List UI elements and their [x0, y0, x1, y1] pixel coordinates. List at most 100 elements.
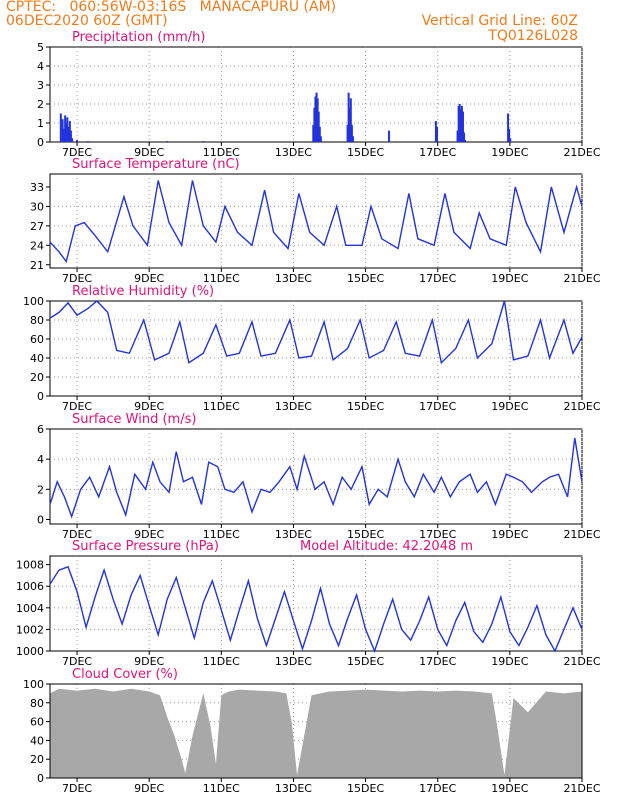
x-tick-label: 15DEC: [347, 400, 384, 413]
precip-bar: [460, 105, 463, 142]
y-tick-label: 0: [37, 136, 44, 149]
precip-bar: [436, 126, 439, 142]
x-tick-label: 21DEC: [563, 272, 600, 285]
y-tick-label: 100: [23, 678, 44, 691]
precip-bar: [507, 113, 510, 142]
x-tick-label: 9DEC: [134, 146, 164, 159]
precip-bar: [509, 138, 512, 142]
x-tick-label: 11DEC: [203, 272, 240, 285]
panel-6-title: Cloud Cover (%): [72, 667, 178, 682]
x-tick-label: 9DEC: [134, 655, 164, 668]
precip-bar: [317, 111, 320, 142]
x-tick-label: 7DEC: [62, 655, 92, 668]
precip-bar: [316, 98, 319, 142]
x-tick-label: 7DEC: [62, 400, 92, 413]
panel-5-series-line: [49, 565, 583, 653]
date-header: 06DEC2020 60Z (GMT): [6, 13, 168, 29]
precip-bar: [351, 136, 354, 142]
y-tick-label: 0: [37, 772, 44, 785]
precip-bar: [71, 138, 74, 142]
station-header: CPTEC: 060:56W-03:16S MANACAPURU (AM): [6, 0, 337, 15]
precip-bar: [59, 113, 62, 142]
x-tick-label: 13DEC: [275, 272, 312, 285]
x-tick-label: 21DEC: [563, 782, 600, 795]
y-tick-label: 33: [30, 181, 44, 194]
x-tick-label: 17DEC: [419, 146, 456, 159]
y-tick-label: 100: [23, 295, 44, 308]
x-tick-label: 7DEC: [62, 272, 92, 285]
y-tick-label: 2: [37, 98, 44, 111]
y-tick-label: 20: [30, 371, 44, 384]
x-tick-label: 19DEC: [491, 655, 528, 668]
precip-bar: [65, 123, 68, 142]
precip-bar: [67, 126, 70, 142]
panel-4-title: Surface Wind (m/s): [72, 412, 196, 427]
x-tick-label: 17DEC: [419, 272, 456, 285]
x-tick-label: 13DEC: [275, 400, 312, 413]
panel-6-frame-overlay: [49, 683, 583, 779]
x-tick-label: 19DEC: [491, 146, 528, 159]
panel-1-title: Precipitation (mm/h): [72, 30, 205, 45]
x-tick-label: 7DEC: [62, 146, 92, 159]
precip-bar: [464, 140, 467, 142]
precip-bar: [64, 115, 67, 142]
panel-2-frame: [49, 173, 583, 269]
y-tick-label: 4: [37, 60, 44, 73]
x-tick-label: 19DEC: [491, 272, 528, 285]
y-tick-label: 5: [37, 41, 44, 54]
x-tick-label: 19DEC: [491, 782, 528, 795]
precip-bar: [347, 92, 350, 142]
x-tick-label: 11DEC: [203, 655, 240, 668]
precip-bar: [315, 92, 318, 142]
x-tick-label: 19DEC: [491, 400, 528, 413]
y-tick-label: 27: [30, 220, 44, 233]
y-tick-label: 3: [37, 79, 44, 92]
y-tick-label: 6: [37, 423, 44, 436]
precip-bar: [61, 119, 64, 142]
cloud-cover-area: [50, 688, 582, 778]
y-tick-label: 1: [37, 117, 44, 130]
panel-5-title: Surface Pressure (hPa): [72, 539, 219, 554]
precip-bar: [202, 141, 205, 142]
precip-bar: [350, 124, 353, 142]
y-tick-label: 1004: [16, 602, 44, 615]
precip-bar: [461, 111, 464, 142]
precip-bar: [434, 121, 437, 142]
panel-3-frame: [49, 300, 583, 397]
y-tick-label: 60: [30, 716, 44, 729]
grid-line-note: Vertical Grid Line: 60Z: [421, 13, 578, 29]
panel-3-title: Relative Humidity (%): [72, 284, 214, 299]
x-tick-label: 11DEC: [203, 146, 240, 159]
y-tick-label: 60: [30, 333, 44, 346]
y-tick-label: 40: [30, 734, 44, 747]
x-tick-label: 21DEC: [563, 400, 600, 413]
y-tick-label: 0: [37, 513, 44, 526]
panel-2-title: Surface Temperature (nC): [72, 157, 240, 172]
precip-bar: [318, 126, 321, 142]
precip-bar: [458, 104, 461, 142]
precip-bar: [68, 121, 71, 142]
y-tick-label: 20: [30, 753, 44, 766]
x-tick-label: 17DEC: [419, 782, 456, 795]
x-tick-label: 15DEC: [347, 528, 384, 541]
x-tick-label: 9DEC: [134, 272, 164, 285]
x-tick-label: 9DEC: [134, 400, 164, 413]
y-tick-label: 1000: [16, 645, 44, 658]
x-tick-label: 15DEC: [347, 782, 384, 795]
precip-bar: [508, 128, 511, 142]
x-tick-label: 7DEC: [62, 528, 92, 541]
x-tick-label: 15DEC: [347, 655, 384, 668]
y-tick-label: 30: [30, 200, 44, 213]
x-tick-label: 19DEC: [491, 528, 528, 541]
y-tick-label: 0: [37, 390, 44, 403]
x-tick-label: 17DEC: [419, 528, 456, 541]
panel-5-frame: [49, 555, 583, 652]
model-altitude-label: Model Altitude: 42.2048 m: [300, 539, 473, 554]
precip-bar: [457, 105, 460, 142]
precip-bar: [456, 130, 459, 142]
x-tick-label: 9DEC: [134, 782, 164, 795]
x-tick-label: 13DEC: [275, 655, 312, 668]
panel-2-series-line: [49, 180, 583, 264]
y-tick-label: 21: [30, 259, 44, 272]
